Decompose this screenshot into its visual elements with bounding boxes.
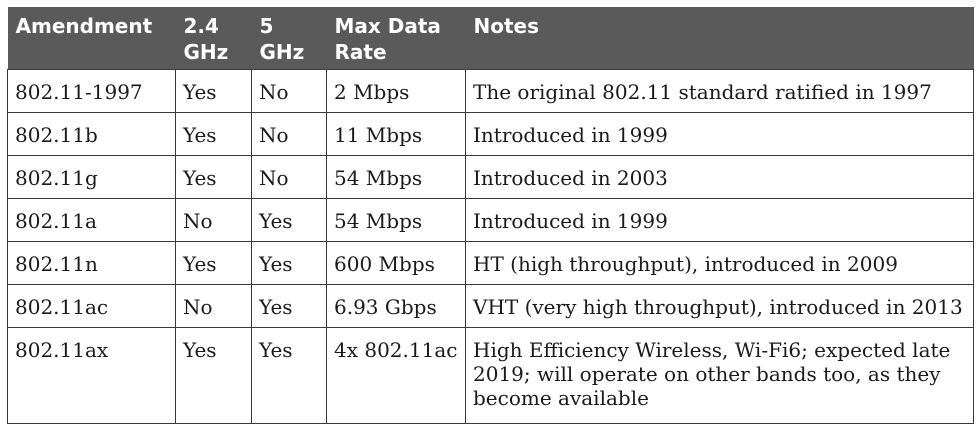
cell-notes: High Efficiency Wireless, Wi-Fi6; expect… (465, 327, 974, 424)
header-amendment-label: Amendment (15, 14, 153, 38)
table-body: 802.11-1997 Yes No 2 Mbps The original 8… (7, 69, 974, 424)
cell-5-ghz: No (251, 112, 327, 156)
table-row: 802.11a No Yes 54 Mbps Introduced in 199… (7, 198, 974, 242)
header-5-ghz: 5 GHz (252, 7, 327, 70)
cell-amendment: 802.11a (7, 198, 176, 242)
cell-amendment: 802.11n (7, 241, 176, 285)
header-max-data-rate: Max Data Rate (327, 7, 466, 70)
header-2-4-ghz-line2: GHz (183, 40, 229, 64)
cell-2-4-ghz: Yes (175, 327, 252, 424)
cell-max-data-rate: 600 Mbps (326, 241, 466, 285)
table-row: 802.11b Yes No 11 Mbps Introduced in 199… (7, 112, 974, 156)
table-row: 802.11ax Yes Yes 4x 802.11ac High Effici… (7, 327, 974, 424)
table-row: 802.11-1997 Yes No 2 Mbps The original 8… (7, 69, 974, 113)
cell-5-ghz: Yes (251, 198, 327, 242)
cell-max-data-rate: 6.93 Gbps (326, 284, 466, 328)
cell-max-data-rate: 4x 802.11ac (326, 327, 466, 424)
cell-2-4-ghz: Yes (175, 112, 252, 156)
cell-2-4-ghz: Yes (175, 155, 252, 199)
cell-5-ghz: No (251, 155, 327, 199)
cell-notes: Introduced in 1999 (465, 112, 974, 156)
cell-amendment: 802.11ac (7, 284, 176, 328)
header-notes-label: Notes (473, 14, 540, 38)
table-row: 802.11ac No Yes 6.93 Gbps VHT (very high… (7, 284, 974, 328)
cell-notes: Introduced in 2003 (465, 155, 974, 199)
header-5-ghz-line1: 5 (259, 14, 274, 38)
table-row: 802.11n Yes Yes 600 Mbps HT (high throug… (7, 241, 974, 285)
cell-max-data-rate: 2 Mbps (326, 69, 466, 113)
cell-notes: HT (high throughput), introduced in 2009 (465, 241, 974, 285)
header-2-4-ghz: 2.4 GHz (176, 7, 252, 70)
header-2-4-ghz-line1: 2.4 (183, 14, 219, 38)
cell-2-4-ghz: No (175, 198, 252, 242)
header-row: Amendment 2.4 GHz 5 GHz Max Data Rate No… (7, 7, 974, 70)
cell-5-ghz: Yes (251, 327, 327, 424)
cell-max-data-rate: 54 Mbps (326, 198, 466, 242)
header-max-data-rate-line1: Max Data (334, 14, 441, 38)
cell-notes: VHT (very high throughput), introduced i… (465, 284, 974, 328)
cell-amendment: 802.11b (7, 112, 176, 156)
cell-amendment: 802.11-1997 (7, 69, 176, 113)
cell-max-data-rate: 54 Mbps (326, 155, 466, 199)
cell-2-4-ghz: No (175, 284, 252, 328)
cell-5-ghz: No (251, 69, 327, 113)
cell-2-4-ghz: Yes (175, 69, 252, 113)
cell-amendment: 802.11g (7, 155, 176, 199)
header-5-ghz-line2: GHz (259, 40, 305, 64)
table-row: 802.11g Yes No 54 Mbps Introduced in 200… (7, 155, 974, 199)
cell-max-data-rate: 11 Mbps (326, 112, 466, 156)
cell-2-4-ghz: Yes (175, 241, 252, 285)
header-amendment: Amendment (8, 7, 176, 70)
header-max-data-rate-line2: Rate (334, 40, 387, 64)
header-notes: Notes (466, 7, 974, 70)
cell-5-ghz: Yes (251, 241, 327, 285)
cell-amendment: 802.11ax (7, 327, 176, 424)
cell-notes: Introduced in 1999 (465, 198, 974, 242)
table-header: Amendment 2.4 GHz 5 GHz Max Data Rate No… (7, 7, 974, 70)
wifi-amendments-table: Amendment 2.4 GHz 5 GHz Max Data Rate No… (7, 7, 974, 424)
cell-notes: The original 802.11 standard ratified in… (465, 69, 974, 113)
cell-5-ghz: Yes (251, 284, 327, 328)
